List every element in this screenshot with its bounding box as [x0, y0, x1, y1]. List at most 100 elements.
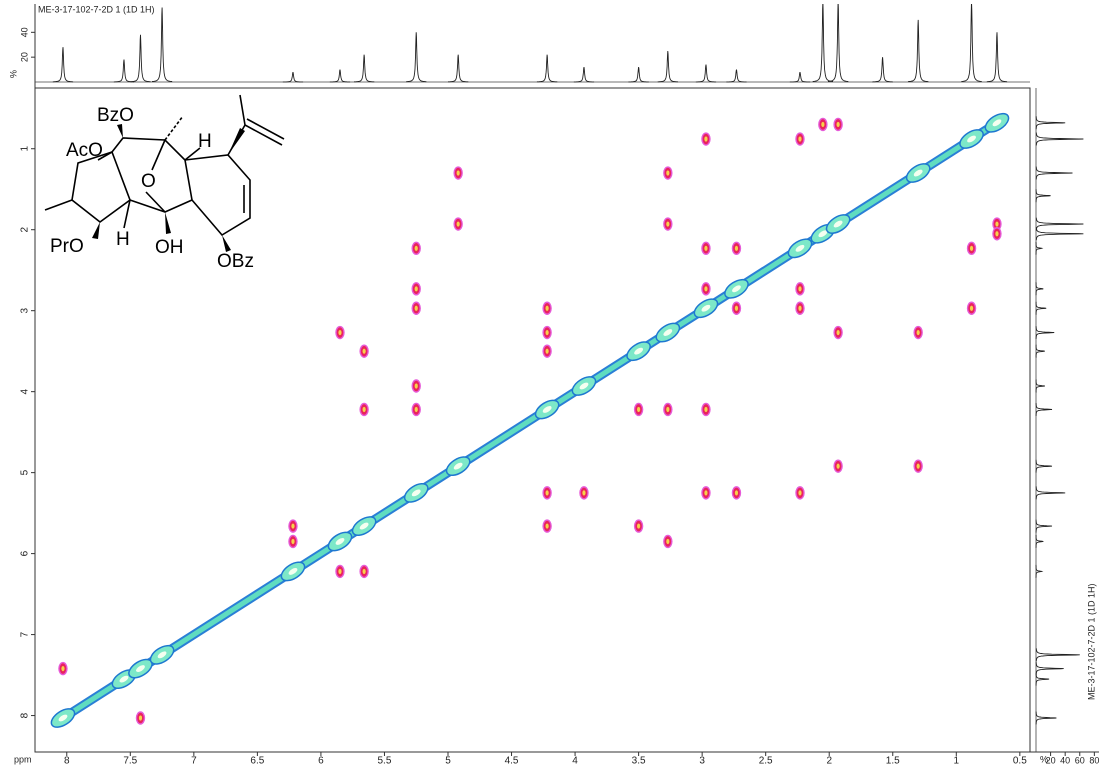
top-projection-peak: [789, 71, 811, 83]
top-projection-peak: [354, 54, 375, 83]
cross-peak-center: [414, 305, 418, 311]
right-projection-peak: [1035, 189, 1051, 203]
right-projection-peak: [1035, 403, 1053, 416]
right-projection-peak: [1035, 326, 1055, 339]
structure-label: H: [198, 131, 212, 152]
diagonal-peak-center: [732, 285, 741, 293]
cross-peak-center: [704, 490, 708, 496]
cross-peak-center: [545, 329, 549, 336]
top-projection-peak: [961, 4, 982, 82]
cross-peak-center: [338, 329, 342, 336]
right-projection-peak: [1035, 564, 1044, 578]
cross-peak-center: [456, 170, 460, 176]
right-projection-peak: [1035, 344, 1045, 358]
diagonal-peak-center: [967, 135, 976, 143]
diagonal-peak-center: [542, 406, 552, 413]
cross-peak-center: [798, 490, 802, 496]
right-axis-tick-label: 60: [1075, 755, 1085, 765]
diagonal-peak-center: [411, 489, 421, 497]
x-tick-label: 3: [699, 756, 705, 767]
cross-peak-center: [704, 136, 708, 142]
cross-peak-center: [414, 286, 418, 292]
top-projection-peak: [406, 32, 427, 83]
spectrum: [50, 112, 1010, 728]
x-tick-label: 5: [445, 756, 451, 767]
diagonal-peak-center: [335, 538, 345, 545]
cross-peak-center: [545, 305, 549, 311]
cross-peak-center: [545, 490, 549, 496]
y-tick-label: 4: [20, 388, 31, 394]
diagonal-peak-center: [913, 169, 923, 177]
diagonal-peak-center: [453, 462, 463, 470]
diagonal-peak-center: [795, 244, 805, 252]
right-projection-peak: [1035, 519, 1053, 533]
x-tick-label: 0.5: [1013, 756, 1027, 767]
cross-peak-center: [798, 136, 802, 142]
top-projection-peak: [628, 67, 649, 83]
x-tick-label: 1.5: [886, 756, 900, 767]
cross-peak-center: [666, 538, 670, 545]
right-projection-peak: [1035, 301, 1047, 315]
top-axis-tick-label: 40: [19, 27, 29, 37]
cross-peak-center: [456, 221, 460, 227]
top-axis-label: %: [8, 70, 18, 78]
diagonal-peak-center: [992, 119, 1002, 127]
cross-peak-center: [821, 121, 825, 128]
top-projection-peak: [657, 50, 678, 83]
structure: BzO AcO O H PrO H OH OBz: [44, 94, 285, 272]
cross-peak-center: [734, 245, 739, 251]
right-projection-peak: [1035, 672, 1050, 686]
right-projection: [1035, 88, 1084, 752]
bond: [145, 139, 166, 213]
right-axis-label: %: [1040, 754, 1048, 764]
right-projection-peak: [1035, 227, 1084, 241]
diagonal-peak-center: [701, 304, 711, 312]
top-axis-tick-label: 20: [19, 52, 29, 62]
cross-peak-center: [362, 348, 366, 354]
structure-label: AcO: [66, 140, 103, 161]
cross-peak-center: [995, 231, 999, 237]
plot-frame: [34, 87, 1031, 753]
right-projection-peak: [1035, 132, 1084, 146]
right-projection-peak: [1035, 241, 1044, 255]
x-tick-label: 7: [191, 756, 197, 767]
cross-peak-center: [291, 538, 295, 545]
chart-title: ME-3-17-102-7-2D 1 (1D 1H): [38, 4, 155, 14]
top-projection-peak: [726, 69, 747, 83]
x-tick-label: 6.5: [250, 756, 264, 767]
x-tick-label: 4: [572, 756, 578, 767]
cross-peak-center: [734, 490, 739, 496]
cross-peak-center: [338, 568, 342, 575]
top-projection-peak: [282, 71, 304, 83]
x-tick-label: 2.5: [759, 756, 773, 767]
top-projection: [35, 4, 1030, 83]
right-axis-tick-label: 40: [1060, 755, 1070, 765]
bond: [97, 147, 201, 229]
top-projection-peak: [828, 4, 849, 82]
x-tick-label: 8: [64, 756, 70, 767]
cross-peak-center: [362, 406, 366, 413]
right-projection-peak: [1035, 116, 1066, 130]
diagonal-peak-center: [818, 230, 828, 238]
cross-peak-center: [916, 463, 920, 469]
cross-peak-center: [362, 568, 366, 575]
bond: [184, 154, 251, 237]
right-projection-peak: [1035, 217, 1084, 231]
x-axis-label: ppm: [14, 754, 32, 764]
diagonal-peak-center: [634, 347, 644, 355]
right-projection-peak: [1035, 662, 1064, 676]
cross-peak-center: [836, 329, 840, 336]
cross-peak-center: [916, 329, 920, 336]
diagonal-peak-center: [579, 382, 589, 390]
top-projection-peak: [812, 4, 833, 82]
top-projection-peak: [52, 47, 74, 83]
x-tick-label: 7.5: [123, 756, 137, 767]
cross-peak-center: [545, 348, 549, 354]
cross-peak-center: [704, 286, 708, 292]
bond: [44, 199, 73, 211]
right-projection-peak: [1035, 648, 1080, 662]
cross-peak-center: [969, 305, 974, 311]
top-projection-peak: [113, 59, 135, 83]
structure-label: O: [141, 171, 156, 192]
